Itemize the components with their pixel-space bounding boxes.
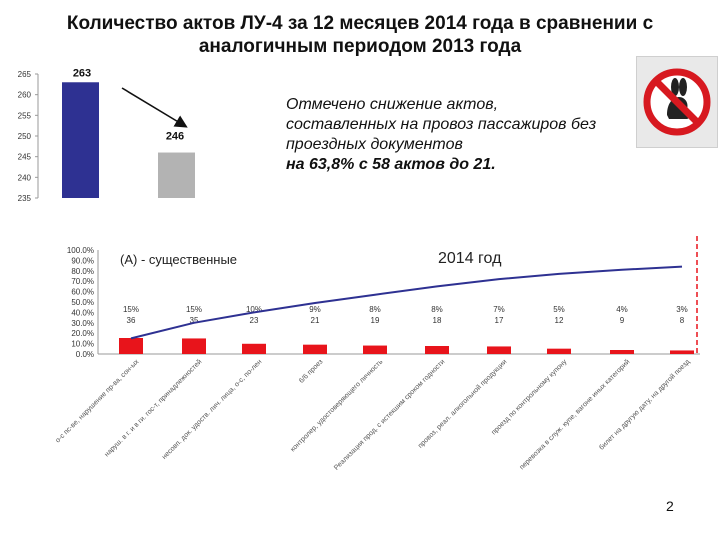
note-line-3: проездных документов [286,136,463,153]
note-line-2: составленных на провоз пассажиров без [286,116,597,133]
bar-count-label: 9 [620,316,625,325]
y-tick-label: 50.0% [71,298,94,307]
category-label: несовп. док. удоств. лич. лица, о-с, по-… [161,358,264,461]
y-tick-label: 60.0% [71,288,94,297]
no-ticket-sign-image [636,56,718,148]
legend-note: (А) - существенные [120,252,238,267]
category-label: билет на другую дату, на другой поезд [598,358,692,452]
note-line-1: Отмечено снижение актов, [286,96,499,113]
chart-title: Количество актов ЛУ-4 за 12 месяцев 2014… [0,12,720,58]
y-tick-label: 30.0% [71,319,94,328]
cumulative-curve [130,265,683,340]
category-label: Реализация прод. с истекшим сроком годно… [333,358,446,471]
bar-count-label: 21 [311,316,320,325]
bar-count-label: 18 [433,316,442,325]
y-tick-label: 265 [18,70,32,79]
pareto-bar [303,344,327,354]
bar-count-label: 36 [127,316,136,325]
y-tick-label: 255 [18,111,32,120]
pareto-bar [242,343,266,354]
y-tick-label: 40.0% [71,308,94,317]
pareto-bar [610,350,634,354]
category-label: 6/6 проез [298,358,324,384]
reduction-note: Отмечено снижение актов, составленных на… [286,95,636,175]
prohibition-sign-icon [643,68,711,136]
bar-percent-label: 10% [246,305,262,314]
bar-percent-label: 15% [123,305,139,314]
pareto-bar [363,345,387,354]
y-tick-label: 0.0% [76,350,94,359]
bar-percent-label: 9% [309,305,321,314]
y-tick-label: 20.0% [71,329,94,338]
y-tick-label: 235 [18,194,32,203]
bar-count-label: 19 [371,316,380,325]
pareto-bar [182,338,206,354]
year-label: 2014 год [438,250,502,267]
title-line-2: аналогичным периодом 2013 года [198,36,522,57]
bar-count-label: 17 [495,316,504,325]
bar-percent-label: 5% [553,305,565,314]
y-tick-label: 240 [18,173,32,182]
bar-value-label: 246 [166,131,184,143]
bar-2014 [158,152,195,198]
bar-count-label: 8 [680,316,685,325]
pareto-bar [487,346,511,354]
bar-percent-label: 8% [431,305,443,314]
pareto-bar [670,350,694,354]
bar-percent-label: 4% [616,305,628,314]
y-tick-label: 80.0% [71,267,94,276]
bar-percent-label: 8% [369,305,381,314]
y-tick-label: 245 [18,153,32,162]
bar-percent-label: 3% [676,305,688,314]
y-tick-label: 70.0% [71,277,94,286]
y-tick-label: 260 [18,91,32,100]
bar-2013 [62,82,99,198]
category-label: проезд по контрольному купону [490,358,568,436]
y-tick-label: 10.0% [71,340,94,349]
bar-count-label: 12 [555,316,564,325]
pareto-bar [425,346,449,354]
y-tick-label: 100.0% [67,246,94,255]
category-label: перевозка в служ. купе, вагоне иных кате… [518,358,632,472]
note-line-4: на 63,8% с 58 актов до 21. [286,156,496,173]
title-line-1: Количество актов ЛУ-4 за 12 месяцев 2014… [66,13,654,34]
bar-percent-label: 7% [493,305,505,314]
pareto-bar [547,348,571,354]
decrease-arrow [121,87,188,128]
page-number: 2 [666,498,674,514]
y-tick-label: 250 [18,132,32,141]
bar-count-label: 35 [190,316,199,325]
bar-percent-label: 15% [186,305,202,314]
bar-value-label: 263 [73,67,91,79]
pareto-bar [119,338,143,354]
category-label: наруш. в г. и в ги. гос-т, принадлежност… [103,358,204,459]
bar-count-label: 23 [250,316,259,325]
y-tick-label: 90.0% [71,256,94,265]
